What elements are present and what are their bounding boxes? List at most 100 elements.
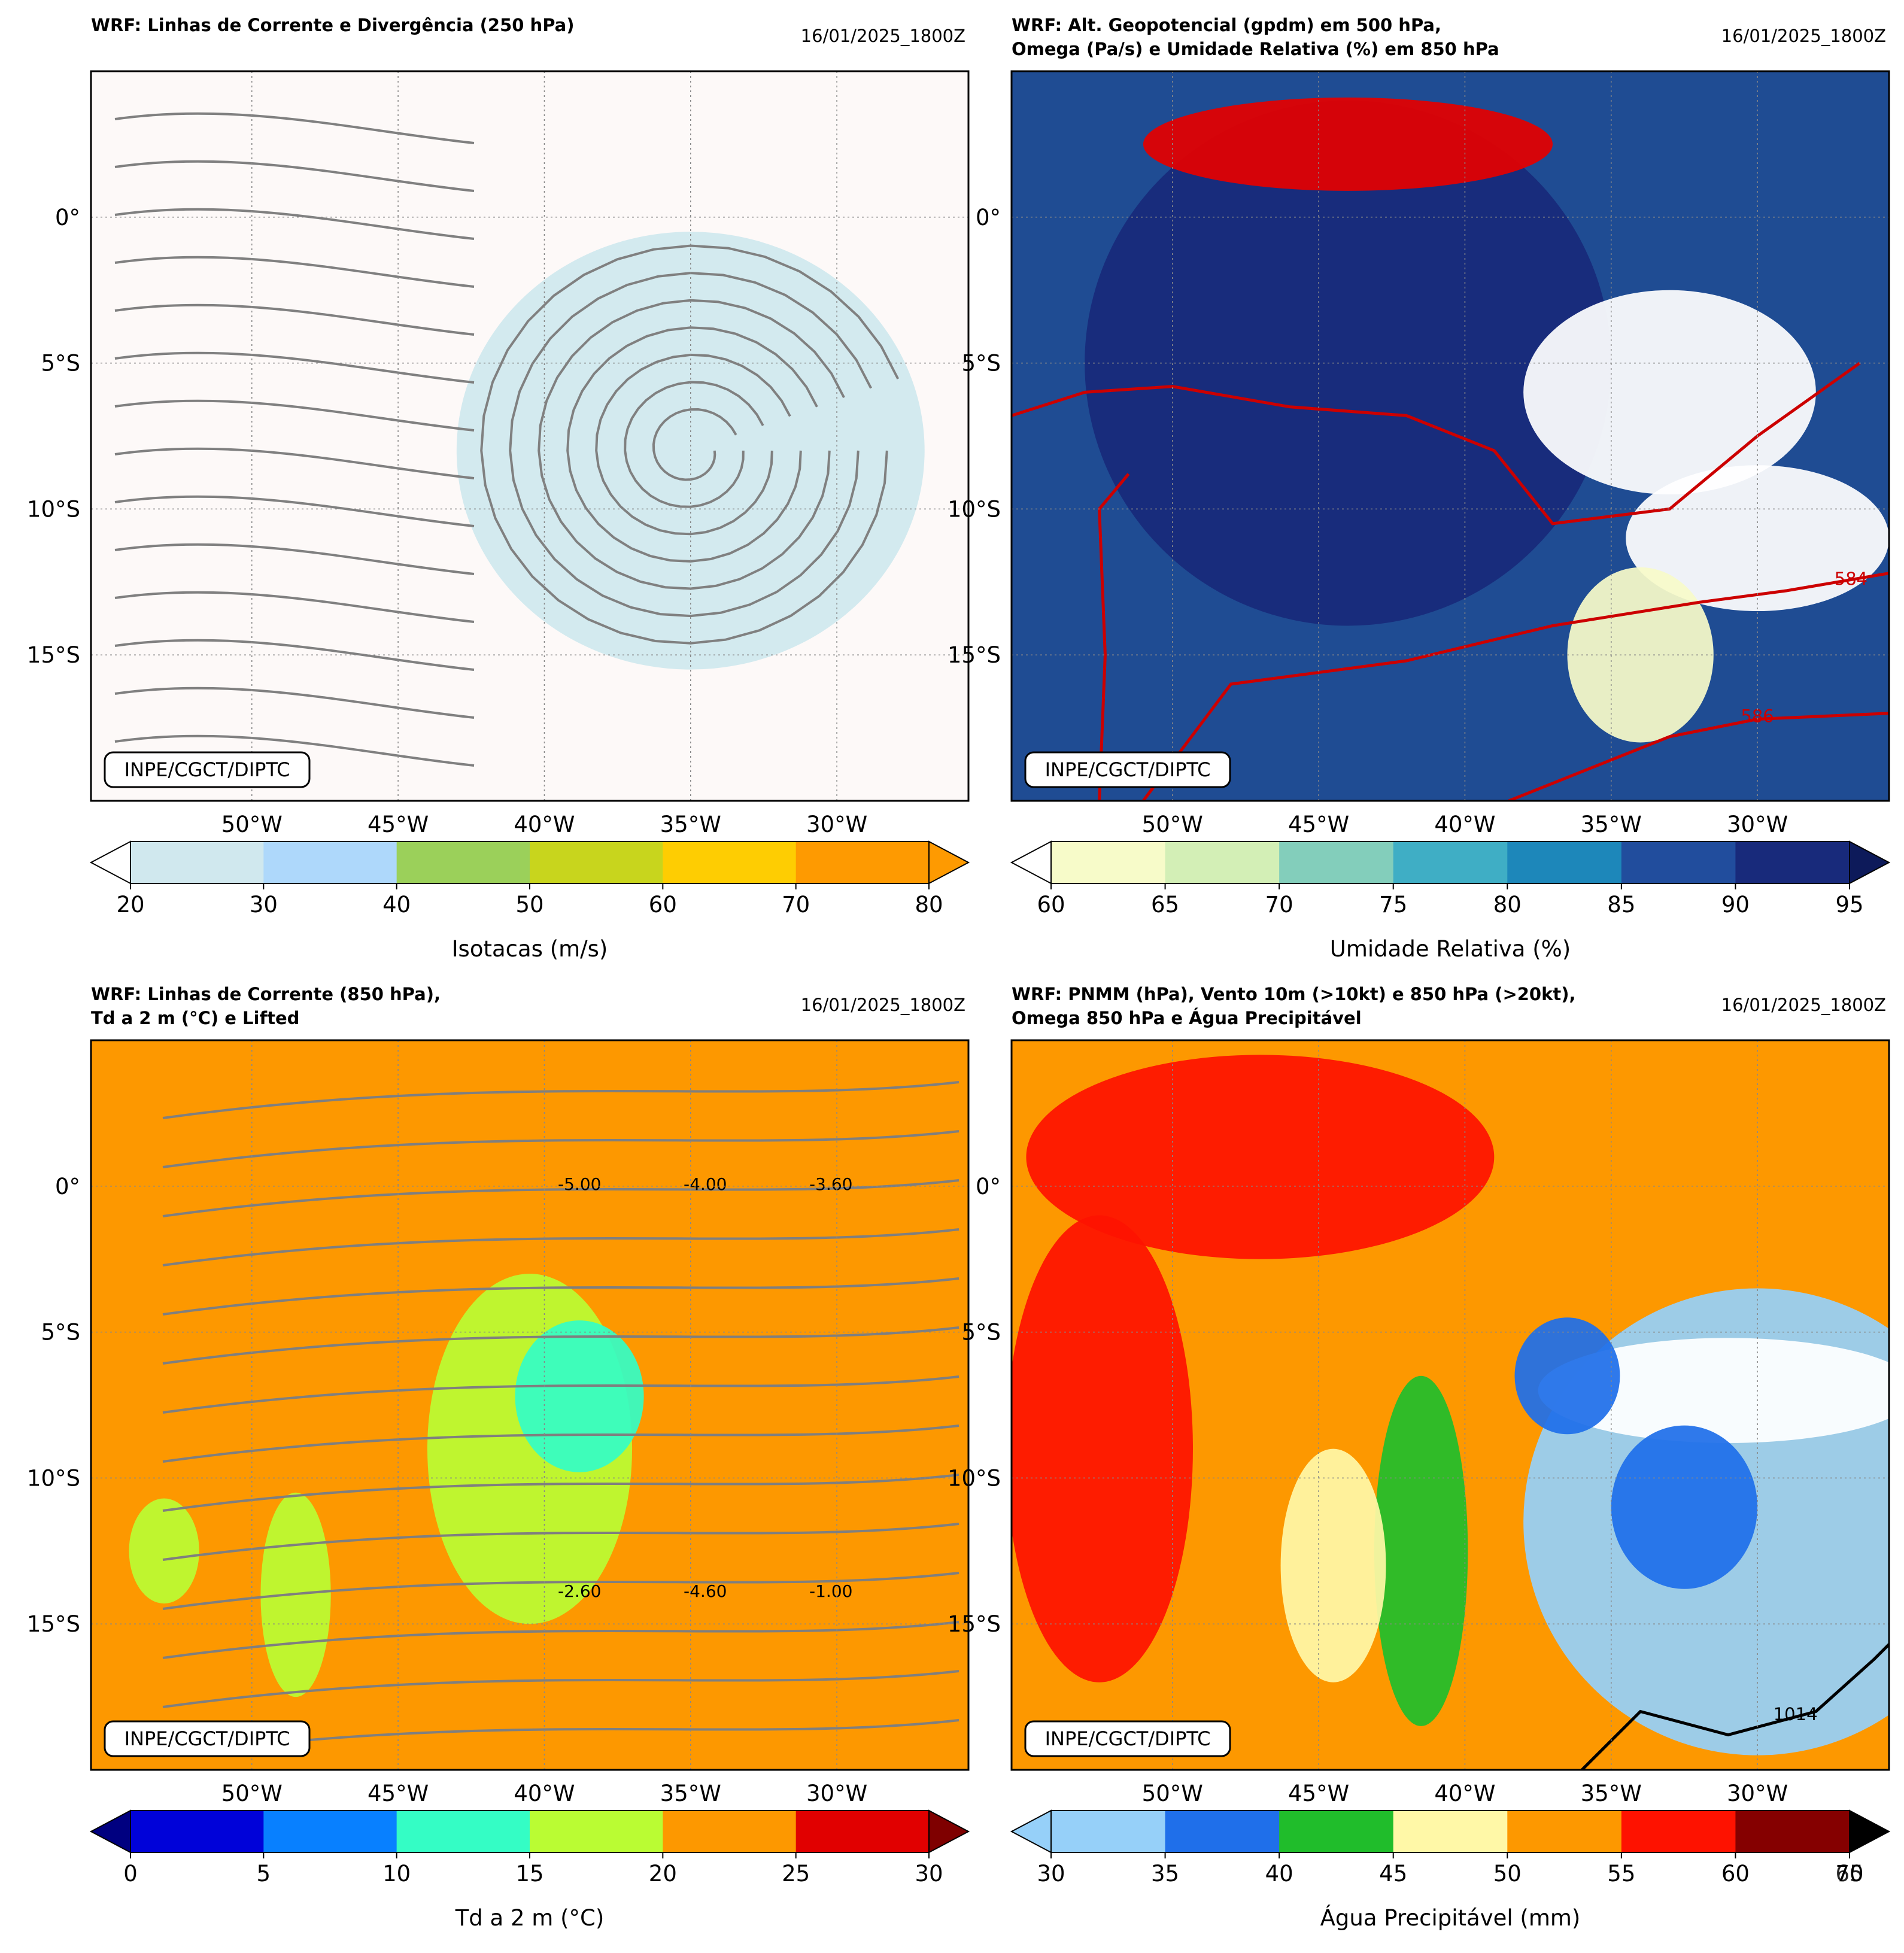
panel-1-colorbar-segment-4 — [1507, 842, 1622, 883]
panel-1-credit-frame — [1024, 751, 1231, 788]
panel-3-region-4 — [1611, 1425, 1758, 1589]
panel-3-axis-ticks: 50°W 45°W 40°W 35°W 30°W 0° 5°S 10°S 15°S — [948, 1174, 1788, 1806]
panel-3-region-0 — [1026, 1055, 1495, 1259]
panel-2-xtick-1: 45°W — [368, 1781, 429, 1806]
panel-2-ytick-1: 5°S — [41, 1320, 80, 1345]
panel-3-ytick-0: 0° — [976, 1174, 1001, 1199]
panel-1-xtick-4: 30°W — [1727, 812, 1788, 837]
panel-2-xtick-0: 50°W — [221, 1781, 283, 1806]
panel-3-xtick-3: 35°W — [1581, 1781, 1642, 1806]
panel-0-colorbar-over-arrow — [928, 840, 970, 885]
panel-0-colorbar-tick-3: 50 — [515, 892, 543, 918]
panel-1-credit-box: INPE/CGCT/DIPTC — [1024, 751, 1231, 788]
panel-1-colorbar-tick-0: 60 — [1037, 892, 1065, 918]
panel-0-flowline-2 — [114, 208, 475, 240]
panel-2-xtick-3: 35°W — [660, 1781, 721, 1806]
panel-3-colorbar-over-arrow — [1849, 1809, 1891, 1854]
panel-0-streamline-4 — [538, 299, 845, 590]
panel-0-ytick-0: 0° — [55, 205, 80, 230]
panel-2-region-1 — [515, 1320, 644, 1472]
panel-1-xtick-2: 40°W — [1434, 812, 1495, 837]
panel-2-axis-ticks: 50°W 45°W 40°W 35°W 30°W 0° 5°S 10°S 15°S — [27, 1174, 867, 1806]
panel-0-flowline-10 — [114, 591, 475, 623]
panel-0-flowline-9 — [114, 543, 475, 575]
panel-2-credit-box: INPE/CGCT/DIPTC — [104, 1720, 311, 1757]
panel-3-title-line-2: Omega 850 hPa e Água Precipitável — [1012, 1008, 1362, 1028]
panel-2-streamline-8 — [162, 1474, 959, 1512]
panel-2-lifted-label-1: -4.00 — [684, 1174, 727, 1194]
panel-0-ytick-1: 5°S — [41, 351, 80, 376]
panel-0-colorbar-tick-2: 40 — [382, 892, 411, 918]
panel-2-lifted-label-0: -5.00 — [558, 1174, 601, 1194]
panel-3-ytick-2: 10°S — [948, 1465, 1001, 1491]
panel-1-colorbar-segment-3 — [1393, 842, 1508, 883]
panel-3-xtick-1: 45°W — [1288, 1781, 1349, 1806]
panel-3-xtick-2: 40°W — [1434, 1781, 1495, 1806]
panel-0-colorbar-segment-1 — [263, 842, 397, 883]
panel-3-colorbar-segment-0 — [1051, 1811, 1166, 1852]
panel-3-credit-frame — [1024, 1720, 1231, 1757]
panel-2-colorbar-segment-1 — [263, 1811, 397, 1852]
panel-3-gridlines — [1012, 1040, 1889, 1770]
panel-1-ytick-1: 5°S — [961, 351, 1001, 376]
panel-3: WRF: PNMM (hPa), Vento 10m (>10kt) e 850… — [948, 984, 1891, 1931]
panel-1-title-line-1: WRF: Alt. Geopotencial (gpdm) em 500 hPa… — [1012, 15, 1441, 35]
panel-2-lifted-label-4: -4.60 — [684, 1581, 727, 1601]
panel-2-colorbar-tick-0: 0 — [123, 1861, 138, 1887]
panel-0-streamline-1 — [624, 381, 764, 508]
panel-0-gridlines — [91, 71, 968, 801]
panel-3-xtick-4: 30°W — [1727, 1781, 1788, 1806]
panel-2-overlays: -5.00 -4.00 -3.60 -2.60 -4.60 -1.00 — [162, 1081, 959, 1757]
panel-2-colorbar-tick-6: 30 — [915, 1861, 943, 1887]
panel-2-colorbar: 0 5 10 15 20 25 30 — [89, 1809, 970, 1887]
panel-2-ytick-2: 10°S — [27, 1465, 80, 1491]
panel-2-ytick-3: 15°S — [27, 1611, 80, 1637]
panel-3-colorbar-tick-0: 30 — [1037, 1861, 1065, 1887]
panel-0-flowline-0 — [114, 112, 475, 144]
panel-2-credit-text: INPE/CGCT/DIPTC — [124, 1727, 290, 1750]
panel-2-streamline-10 — [162, 1572, 959, 1610]
panel-1-contour-0 — [1012, 362, 1861, 526]
panel-2-colorbar-tick-4: 20 — [649, 1861, 677, 1887]
panel-3-credit-box: INPE/CGCT/DIPTC — [1024, 1720, 1231, 1757]
panel-3-colorbar-tick-3: 45 — [1379, 1861, 1407, 1887]
panel-3-region-7 — [1280, 1448, 1386, 1682]
panel-3-colorbar-label: Água Precipitável (mm) — [1320, 1905, 1581, 1931]
panel-1-colorbar-tick-2: 70 — [1265, 892, 1293, 918]
panel-3-colorbar-segment-2 — [1279, 1811, 1394, 1852]
panel-0-xtick-2: 40°W — [514, 812, 575, 837]
panel-2-streamline-13 — [162, 1719, 959, 1757]
panel-0-colorbar-tick-1: 30 — [250, 892, 278, 918]
panel-3-isobar-0 — [1581, 1643, 1889, 1770]
panel-0-flowline-4 — [114, 303, 475, 336]
panel-2-lifted-label-5: -1.00 — [809, 1581, 852, 1601]
panel-0-axis-ticks: 50°W 45°W 40°W 35°W 30°W 0° 5°S 10°S 15°S — [27, 205, 867, 837]
panel-0-credit-text: INPE/CGCT/DIPTC — [124, 758, 290, 781]
panel-3-colorbar-segment-6 — [1735, 1811, 1850, 1852]
panel-3-timestamp: 16/01/2025_1800Z — [1721, 995, 1886, 1015]
panel-2-colorbar-tick-2: 10 — [382, 1861, 411, 1887]
panel-2-colorbar-tick-5: 25 — [782, 1861, 810, 1887]
panel-3-overlays: 1014 — [1581, 1643, 1889, 1770]
panel-0-overlays — [114, 112, 900, 767]
panel-0-flowline-11 — [114, 639, 475, 671]
panel-1-colorbar-tick-6: 90 — [1721, 892, 1750, 918]
panel-2-xtick-2: 40°W — [514, 1781, 575, 1806]
panel-3-title-line-1: WRF: PNMM (hPa), Vento 10m (>10kt) e 850… — [1012, 984, 1576, 1004]
panel-0-flowline-8 — [114, 495, 475, 527]
panel-1-colorbar-tick-4: 80 — [1493, 892, 1522, 918]
panel-0-flowline-12 — [114, 687, 475, 719]
panel-2-colorbar-tick-1: 5 — [257, 1861, 271, 1887]
panel-0-flowline-7 — [114, 447, 475, 479]
panel-2-streamline-5 — [162, 1326, 959, 1365]
panel-1-timestamp: 16/01/2025_1800Z — [1721, 26, 1886, 46]
panel-0-colorbar-segment-5 — [795, 842, 930, 883]
panel-2-xtick-4: 30°W — [806, 1781, 867, 1806]
panel-0-flowline-5 — [114, 351, 475, 384]
panel-1-colorbar-segment-6 — [1735, 842, 1850, 883]
panel-3-colorbar-frame — [1050, 1810, 1850, 1853]
panel-0-streamline-2 — [595, 353, 791, 536]
panel-1-colorbar-segment-5 — [1621, 842, 1736, 883]
panel-0-colorbar-tick-4: 60 — [649, 892, 677, 918]
